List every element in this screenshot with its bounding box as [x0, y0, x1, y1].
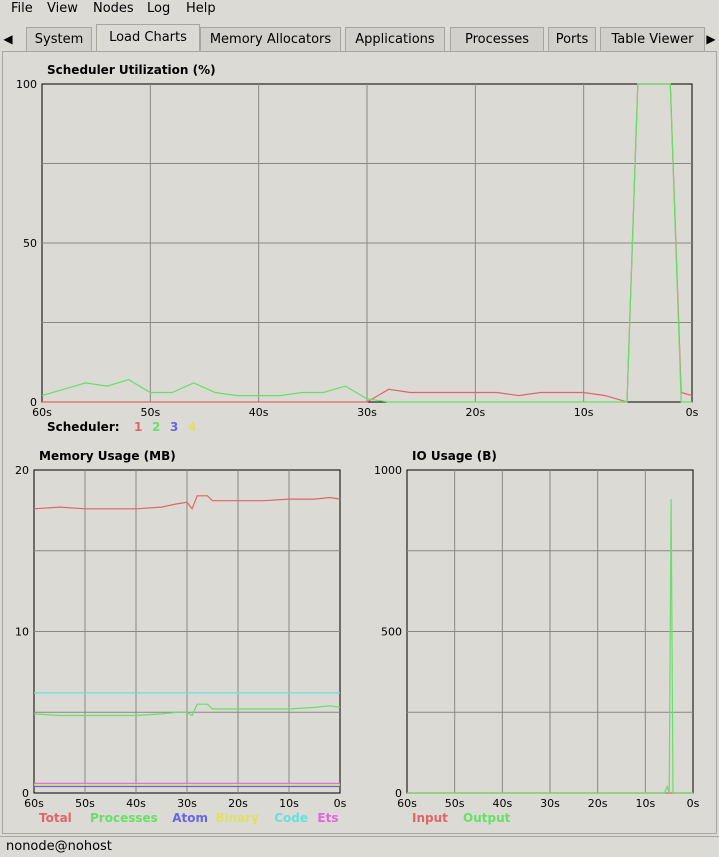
memory-chart-title: Memory Usage (MB) — [39, 449, 176, 463]
tab-load-charts[interactable]: Load Charts — [96, 24, 200, 52]
memory-ytick-label: 0 — [22, 787, 29, 800]
tab-applications[interactable]: Applications — [345, 27, 445, 51]
io-xtick-label: 30s — [540, 797, 560, 810]
menu-bar: File View Nodes Log Help — [0, 0, 719, 20]
memory-legend-code: Code — [274, 811, 308, 825]
scheduler-xtick-label: 10s — [574, 406, 594, 419]
memory-legend-total: Total — [39, 811, 72, 825]
memory-legend-atom: Atom — [172, 811, 208, 825]
io-chart-title: IO Usage (B) — [412, 449, 497, 463]
memory-series-total — [33, 495, 341, 510]
tab-memory-allocators[interactable]: Memory Allocators — [200, 27, 341, 51]
io-xtick-label: 40s — [492, 797, 512, 810]
scheduler-ytick-label: 0 — [30, 396, 37, 409]
scheduler-series-2 — [41, 83, 692, 403]
io-legend-output: Output — [463, 811, 511, 825]
scheduler-legend-1: 1 — [134, 420, 142, 434]
scheduler-chart-title: Scheduler Utilization (%) — [47, 63, 216, 77]
io-xtick-label: 60s — [397, 797, 417, 810]
memory-series-processes — [33, 703, 341, 717]
scheduler-xtick-label: 50s — [140, 406, 160, 419]
scheduler-xtick-label: 40s — [249, 406, 269, 419]
io-xtick-label: 0s — [687, 797, 700, 810]
scheduler-xtick-label: 60s — [32, 406, 52, 419]
menu-log[interactable]: Log — [147, 1, 171, 16]
memory-ytick-label: 20 — [15, 464, 29, 477]
scheduler-legend-title: Scheduler: — [47, 420, 120, 434]
memory-xtick-label: 10s — [279, 797, 299, 810]
node-status: nonode@nohost — [6, 839, 112, 854]
memory-legend-binary: Binary — [215, 811, 259, 825]
scheduler-ytick-label: 50 — [23, 237, 37, 250]
scheduler-legend-3: 3 — [170, 420, 178, 434]
tab-system[interactable]: System — [26, 27, 92, 51]
tab-processes[interactable]: Processes — [450, 27, 544, 51]
io-xtick-label: 50s — [445, 797, 465, 810]
menu-help[interactable]: Help — [186, 1, 216, 16]
scheduler-xtick-label: 20s — [465, 406, 485, 419]
memory-xtick-label: 40s — [126, 797, 146, 810]
io-legend-input: Input — [412, 811, 448, 825]
scheduler-xtick-label: 0s — [686, 406, 699, 419]
menu-nodes[interactable]: Nodes — [93, 1, 134, 16]
memory-xtick-label: 0s — [334, 797, 347, 810]
status-bar: nonode@nohost — [0, 836, 719, 856]
memory-xtick-label: 60s — [24, 797, 44, 810]
tab-scroll-right-icon[interactable]: ▶ — [706, 32, 716, 46]
scheduler-xtick-label: 30s — [357, 406, 377, 419]
io-ytick-label: 1000 — [374, 464, 402, 477]
io-series-output — [407, 499, 693, 794]
tab-ports[interactable]: Ports — [548, 27, 596, 51]
memory-legend-processes: Processes — [90, 811, 158, 825]
menu-view[interactable]: View — [47, 1, 78, 16]
tab-table-viewer[interactable]: Table Viewer — [600, 27, 705, 51]
memory-ytick-label: 10 — [15, 626, 29, 639]
tab-bar: ◀ System Load Charts Memory Allocators Appl… — [0, 24, 719, 52]
memory-xtick-label: 50s — [75, 797, 95, 810]
memory-legend-ets: Ets — [317, 811, 338, 825]
scheduler-legend-2: 2 — [152, 420, 160, 434]
scheduler-legend-4: 4 — [188, 420, 196, 434]
io-ytick-label: 0 — [395, 787, 402, 800]
tab-scroll-left-icon[interactable]: ◀ — [3, 32, 13, 46]
io-ytick-label: 500 — [381, 626, 402, 639]
memory-xtick-label: 30s — [177, 797, 197, 810]
menu-file[interactable]: File — [11, 1, 33, 16]
io-xtick-label: 20s — [588, 797, 608, 810]
io-xtick-label: 10s — [635, 797, 655, 810]
load-charts-panel — [2, 51, 717, 834]
scheduler-ytick-label: 100 — [16, 78, 37, 91]
memory-xtick-label: 20s — [228, 797, 248, 810]
